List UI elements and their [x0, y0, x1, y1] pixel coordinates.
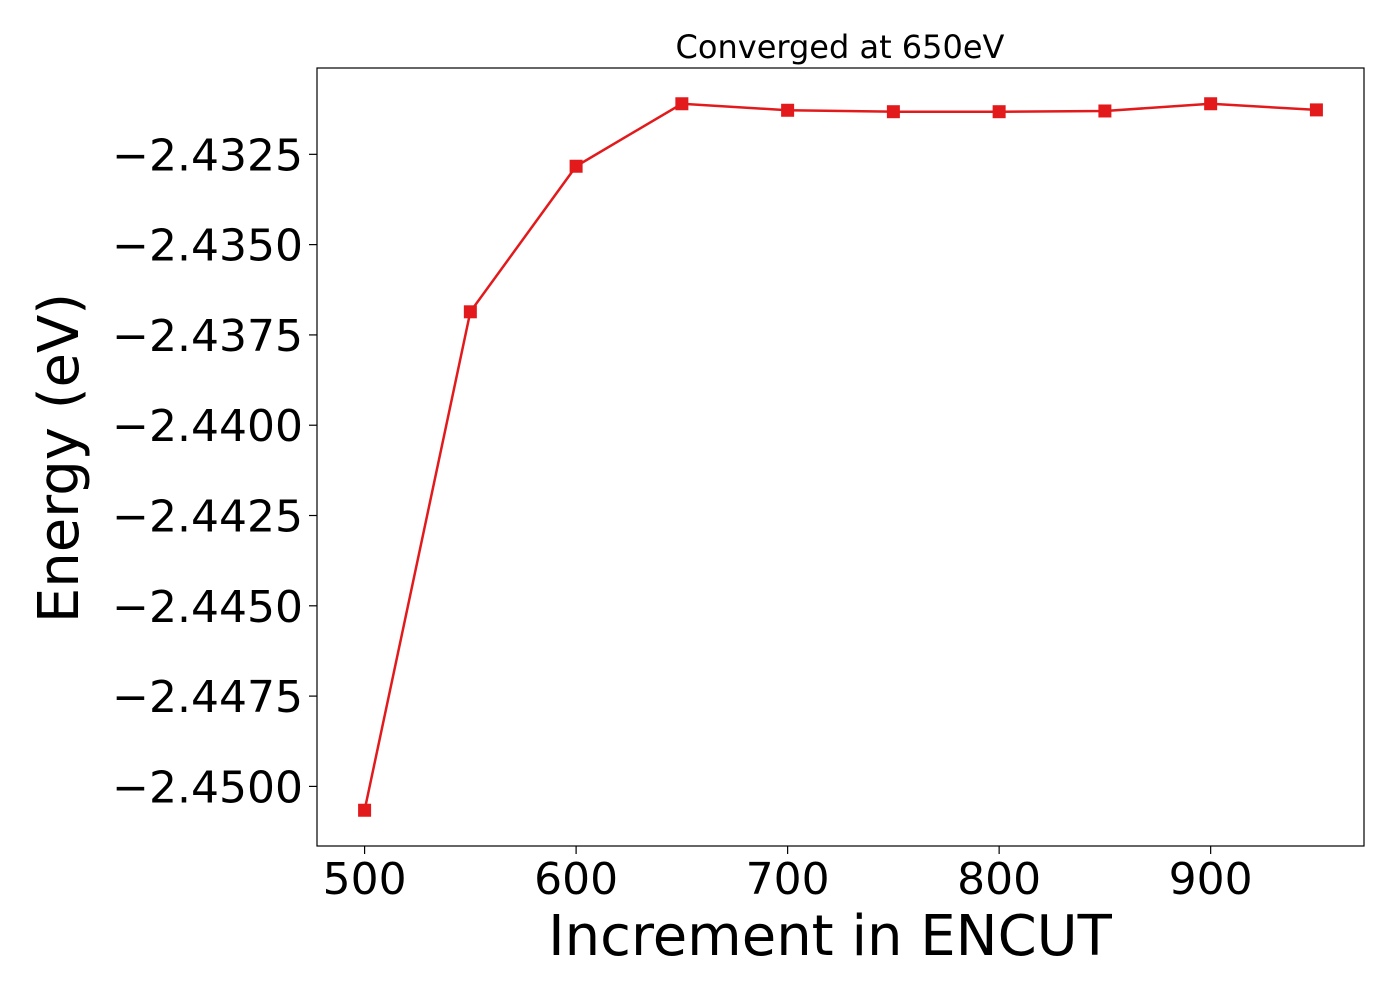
y-tick-label: −2.4400 — [112, 401, 303, 452]
chart-title: Converged at 650eV — [676, 28, 1005, 66]
data-point-marker — [463, 305, 477, 319]
data-point-marker — [358, 803, 372, 817]
y-tick-label: −2.4325 — [112, 130, 303, 181]
y-tick-label: −2.4450 — [112, 582, 303, 633]
data-point-marker — [1098, 104, 1112, 118]
x-axis-ticks: 500 600 700 800 900 — [323, 846, 1253, 905]
x-tick-label: 500 — [323, 854, 407, 905]
x-tick-label: 600 — [534, 854, 618, 905]
x-tick-label: 700 — [746, 854, 830, 905]
data-point-marker — [781, 103, 795, 117]
data-point-marker — [886, 105, 900, 119]
data-point-marker — [675, 97, 689, 111]
data-point-marker — [569, 159, 583, 173]
data-point-marker — [1309, 103, 1323, 117]
y-tick-label: −2.4375 — [112, 311, 303, 362]
x-tick-label: 800 — [957, 854, 1041, 905]
y-axis-ticks: −2.4325 −2.4350 −2.4375 −2.4400 −2.4425 −2.44… — [112, 130, 317, 813]
x-tick-label: 900 — [1169, 854, 1253, 905]
series-layer — [358, 97, 1323, 817]
y-tick-label: −2.4425 — [112, 492, 303, 543]
y-tick-label: −2.4475 — [112, 672, 303, 723]
plot-frame — [316, 67, 1365, 847]
series-line — [363, 102, 1317, 811]
y-tick-label: −2.4500 — [112, 762, 303, 813]
y-tick-label: −2.4350 — [112, 221, 303, 272]
y-axis-label: Energy (eV) — [27, 293, 92, 623]
x-axis-label: Increment in ENCUT — [548, 904, 1113, 969]
data-point-marker — [1204, 97, 1218, 111]
data-point-marker — [992, 105, 1006, 119]
